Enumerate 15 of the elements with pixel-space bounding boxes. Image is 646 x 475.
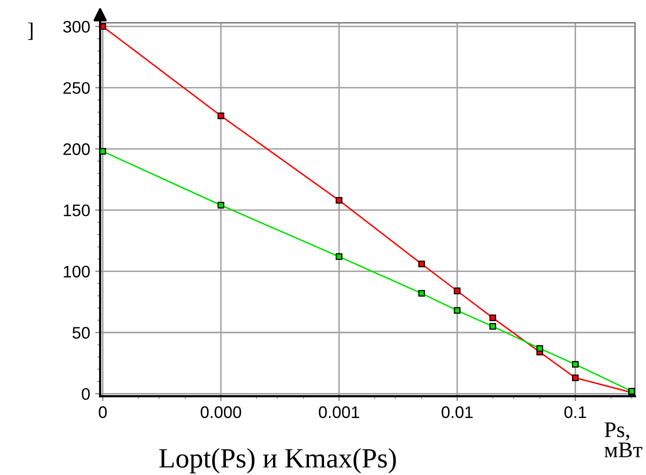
x-tick-label: 0.000: [200, 406, 242, 418]
y-tick-label: 0: [82, 388, 90, 400]
y-axis-title: ]: [28, 22, 33, 40]
text: Lopt(Ps) и Kmax(Ps): [159, 448, 396, 474]
y-tick-label: 250: [63, 82, 90, 94]
y-tick-label: 100: [64, 266, 90, 278]
x-tick-label: 0.001: [318, 406, 360, 418]
y-tick-label: 150: [64, 204, 90, 216]
y-tick-label: 200: [63, 143, 90, 156]
y-tick-label: 300: [63, 20, 90, 33]
x-tick-label: 0.01: [442, 406, 473, 418]
x-axis-title: Ps, мВт: [604, 422, 642, 458]
x-tick-label: 0: [98, 406, 107, 418]
x-tick-label: 0.1: [564, 406, 586, 418]
y-tick-label: 50: [72, 326, 90, 339]
